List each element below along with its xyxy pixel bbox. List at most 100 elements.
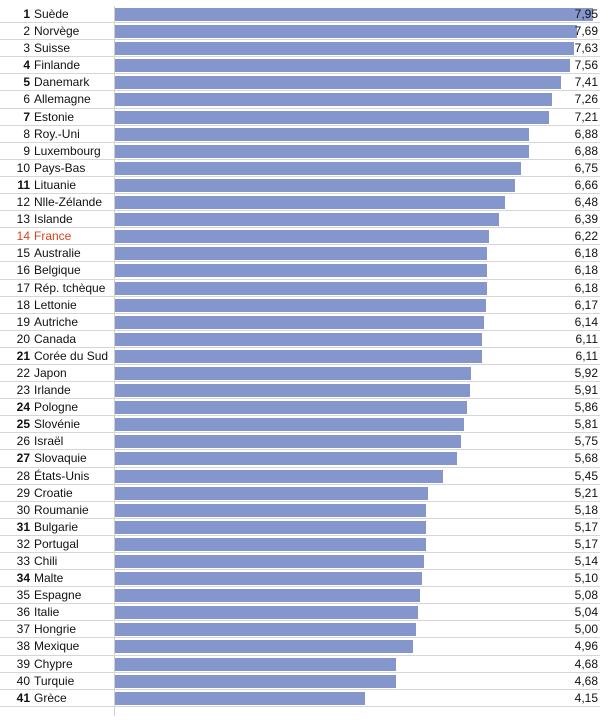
country-label: Danemark <box>34 75 90 90</box>
country-label: Hongrie <box>34 622 77 637</box>
chart-row: 28 États-Unis 5,45 <box>0 468 600 485</box>
country-label: Suède <box>34 7 69 21</box>
country-label: Chypre <box>34 656 73 671</box>
value-label: 5,18 <box>574 502 598 517</box>
rank-label: 1 <box>23 7 30 21</box>
value-label: 7,56 <box>574 58 598 73</box>
country-label: Estonie <box>34 109 75 124</box>
bar <box>115 298 486 312</box>
chart-row: 16 Belgique 6,18 <box>0 262 600 280</box>
value-label: 5,10 <box>574 571 598 586</box>
rank-label: 30 <box>16 502 30 517</box>
bar <box>115 486 429 500</box>
chart-row: 9 Luxembourg 6,88 <box>0 143 600 160</box>
value-label: 4,68 <box>574 656 598 671</box>
bar <box>115 315 485 329</box>
chart-row: 25 Slovénie 5,81 <box>0 416 600 434</box>
bar <box>115 281 487 295</box>
country-label: Belgique <box>34 263 81 278</box>
rank-label: 3 <box>23 41 30 56</box>
country-label: Japon <box>34 365 67 380</box>
rank-label: 9 <box>23 143 30 158</box>
rank-label: 14 <box>16 229 30 244</box>
bar <box>115 127 529 141</box>
bar <box>115 623 416 637</box>
country-label: Allemagne <box>34 92 91 107</box>
chart-row: 32 Portugal 5,17 <box>0 536 600 553</box>
bar <box>115 572 422 586</box>
value-label: 7,21 <box>574 109 598 124</box>
country-label: Suisse <box>34 41 71 56</box>
chart-row: 36 Italie 5,04 <box>0 604 600 622</box>
bar <box>115 349 483 363</box>
country-label: Israël <box>34 434 64 449</box>
country-label: Grèce <box>34 690 67 705</box>
chart-row: 2 Norvège 7,69 <box>0 23 600 41</box>
country-label: Islande <box>34 212 73 227</box>
country-label: Espagne <box>34 588 82 603</box>
rank-label: 7 <box>23 109 30 124</box>
rank-label: 28 <box>16 468 30 483</box>
rank-label: 34 <box>16 571 30 586</box>
bar <box>115 657 397 671</box>
country-label: Slovaquie <box>34 451 87 466</box>
value-label: 6,11 <box>575 348 598 363</box>
bar <box>115 110 549 124</box>
rank-label: 22 <box>16 365 30 380</box>
rank-label: 37 <box>16 622 30 637</box>
rank-label: 39 <box>16 656 30 671</box>
chart-row: 40 Turquie 4,68 <box>0 673 600 690</box>
bar <box>115 161 521 175</box>
chart-row: 5 Danemark 7,41 <box>0 74 600 92</box>
value-label: 5,08 <box>574 588 598 603</box>
country-label: Australie <box>34 246 81 261</box>
value-label: 5,75 <box>574 434 598 449</box>
rank-label: 38 <box>16 639 30 654</box>
bar <box>115 264 487 278</box>
chart-row: 29 Croatie 5,21 <box>0 485 600 502</box>
rank-label: 31 <box>16 519 30 534</box>
chart-row: 20 Canada 6,11 <box>0 331 600 348</box>
rank-label: 15 <box>16 246 30 261</box>
value-label: 6,88 <box>574 143 598 158</box>
country-label: Luxembourg <box>34 143 101 158</box>
chart-row: 31 Bulgarie 5,17 <box>0 519 600 536</box>
chart-row: 4 Finlande 7,56 <box>0 57 600 75</box>
country-label: Finlande <box>34 58 81 73</box>
bar <box>115 247 487 261</box>
chart-row: 14 France 6,22 <box>0 228 600 246</box>
chart-row: 26 Israël 5,75 <box>0 433 600 451</box>
value-label: 6,75 <box>574 160 598 175</box>
rank-label: 2 <box>23 24 30 39</box>
bar <box>115 589 421 603</box>
value-label: 5,21 <box>574 485 598 500</box>
chart-row: 24 Pologne 5,86 <box>0 399 600 417</box>
country-label: Portugal <box>34 536 79 551</box>
rank-label: 36 <box>16 605 30 620</box>
value-label: 6,39 <box>574 212 598 227</box>
chart-row: 7 Estonie 7,21 <box>0 109 600 126</box>
chart-row: 19 Autriche 6,14 <box>0 314 600 331</box>
rank-label: 19 <box>16 314 30 329</box>
chart-row: 17 Rép. tchèque 6,18 <box>0 280 600 297</box>
value-label: 4,15 <box>574 690 598 705</box>
country-label: Roumanie <box>34 502 89 517</box>
chart-row: 18 Lettonie 6,17 <box>0 297 600 314</box>
value-label: 6,17 <box>574 297 598 312</box>
bar <box>115 555 425 568</box>
chart-row: 10 Pays-Bas 6,75 <box>0 160 600 177</box>
chart-row: 37 Hongrie 5,00 <box>0 621 600 639</box>
bar <box>115 520 426 534</box>
country-label: Rép. tchèque <box>34 280 106 295</box>
rank-label: 5 <box>23 75 30 90</box>
value-label: 5,86 <box>574 400 598 415</box>
rank-label: 32 <box>16 536 30 551</box>
value-label: 5,91 <box>574 383 598 398</box>
value-label: 7,95 <box>574 7 598 21</box>
bar <box>115 42 574 56</box>
country-label: Bulgarie <box>34 519 79 534</box>
value-label: 6,66 <box>574 177 598 192</box>
value-label: 4,68 <box>574 673 598 688</box>
country-label: Norvège <box>34 24 80 39</box>
